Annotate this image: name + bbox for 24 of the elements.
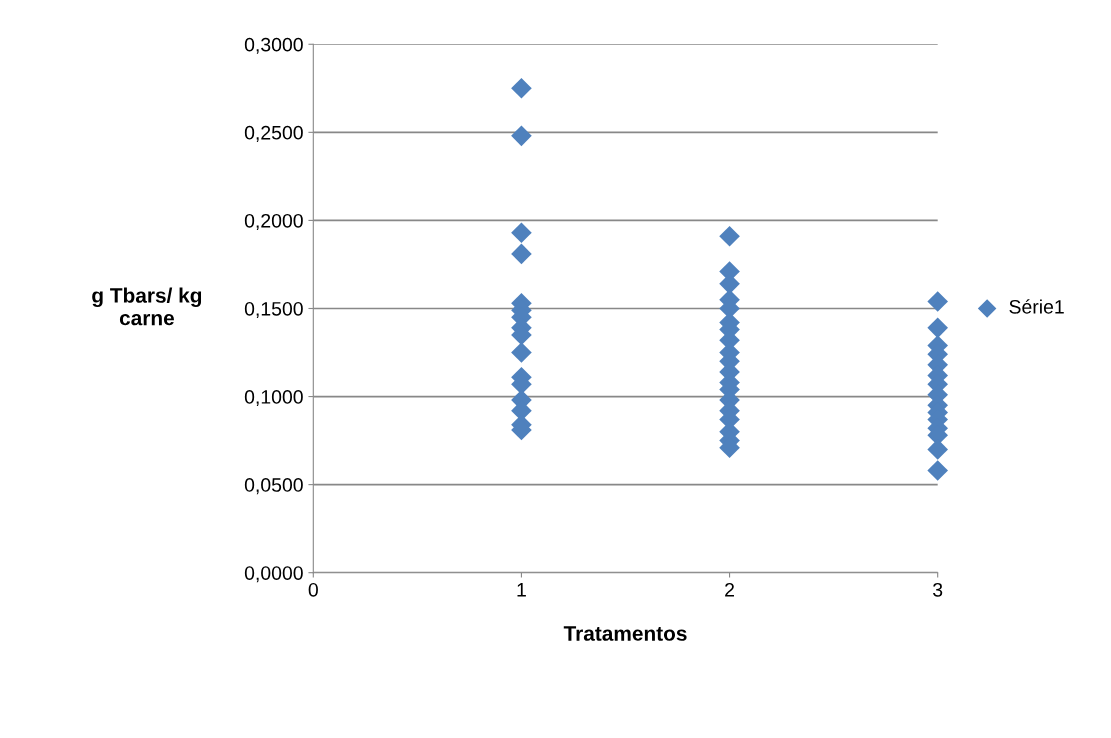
x-axis-title: Tratamentos [563, 626, 687, 641]
y-tick-label: 0,2000 [244, 213, 303, 230]
x-tick-label: 2 [725, 582, 734, 597]
x-tick-label: 0 [308, 582, 318, 597]
point [511, 78, 532, 99]
y-tick-label: 0,3000 [244, 37, 303, 54]
legend-label: Série1 [1009, 299, 1064, 314]
point [719, 225, 740, 247]
point [511, 222, 532, 244]
point [511, 125, 532, 147]
x-tick-label: 1 [517, 583, 526, 597]
point [927, 317, 948, 339]
point [511, 342, 532, 363]
point [927, 460, 948, 481]
y-tick-label: 0,0500 [244, 478, 303, 495]
point [927, 439, 948, 460]
y-tick-label: 0,1000 [244, 390, 303, 407]
y-tick-label: 0,2500 [244, 125, 303, 142]
point [927, 291, 948, 312]
point [511, 243, 532, 265]
y-axis-title: g Tbars/ kg carne [92, 287, 202, 326]
y-tick-label: 0,0000 [244, 566, 303, 583]
x-tick-label: 3 [933, 582, 943, 597]
y-tick-label: 0,1500 [244, 301, 303, 319]
